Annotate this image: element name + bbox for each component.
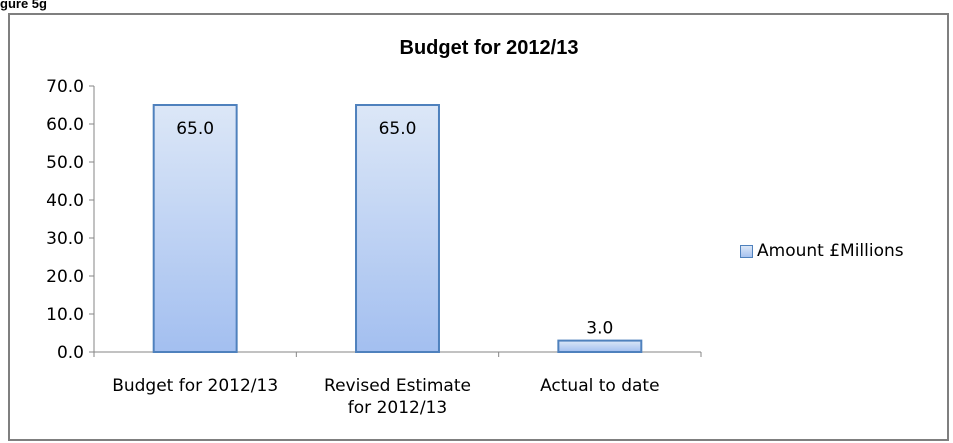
bar	[355, 104, 440, 353]
bar	[557, 339, 643, 354]
y-tick-label: 60.0	[46, 115, 84, 135]
y-tick-label: 40.0	[46, 191, 84, 211]
y-tick-label: 50.0	[46, 153, 84, 173]
x-category-label: Actual to date	[540, 376, 659, 396]
y-tick-label: 70.0	[46, 77, 84, 97]
legend-swatch	[740, 244, 753, 258]
data-label: 65.0	[379, 119, 417, 139]
y-tick-label: 20.0	[46, 267, 84, 287]
legend-label: Amount £Millions	[757, 241, 904, 261]
data-label: 3.0	[586, 319, 613, 339]
x-category-label: Budget for 2012/13	[112, 376, 278, 396]
y-tick-label: 0.0	[57, 343, 84, 363]
x-category-label: for 2012/13	[348, 398, 447, 418]
chart-title: Budget for 2012/13	[400, 37, 579, 59]
y-tick-label: 30.0	[46, 229, 84, 249]
y-tick-label: 10.0	[46, 305, 84, 325]
x-category-label: Revised Estimate	[324, 376, 471, 396]
bar	[152, 104, 238, 353]
page-fragment-label: gure 5g	[0, 0, 47, 11]
chart-legend: Amount £Millions	[740, 241, 904, 261]
data-label: 65.0	[176, 119, 214, 139]
